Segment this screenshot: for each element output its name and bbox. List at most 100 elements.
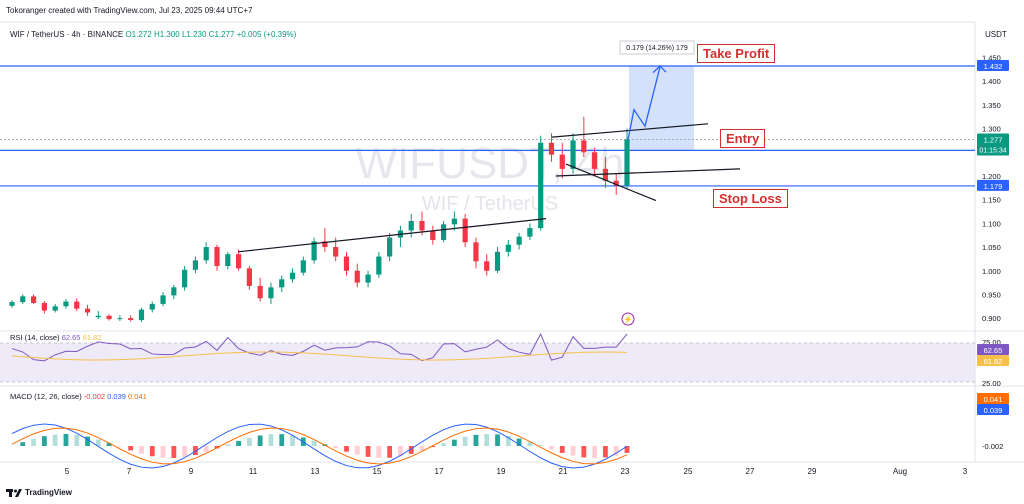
candle-body [451,218,457,225]
candle-body [311,241,317,261]
y-tick-label: 0.900 [982,314,1001,323]
open-value: O1.272 [125,30,152,39]
macd-signal-value: 0.041 [128,392,147,401]
macd-signal-line [11,427,628,465]
macd-histogram-bar [193,446,198,455]
macd-histogram-bar [52,434,58,446]
y-tick-label: 1.100 [982,219,1001,228]
candle-body [9,302,15,306]
candle-body [494,251,501,271]
candle-body [160,295,166,304]
candle-body [182,269,188,288]
macd-histogram-bar [85,436,90,446]
macd-histogram-bar [592,446,598,458]
candle-body [570,140,576,169]
macd-histogram-bar [419,446,425,451]
candle-body [581,140,587,153]
candle-body [602,168,609,181]
macd-histogram-bar [236,440,241,446]
x-tick-label: 27 [746,467,755,476]
sl-price-tag-bg [977,179,1009,191]
macd-histogram-bar [171,446,177,458]
candle-body [128,318,134,321]
rsi-legend[interactable]: RSI (14, close) 62.65 61.82 [10,333,101,342]
candle-body [41,302,47,311]
macd-histogram-bar [441,443,446,446]
axis-unit: USDT [985,30,1007,39]
candle-body [354,270,360,283]
macd-histogram-bar [257,435,263,446]
macd-histogram-bar [246,437,252,446]
symbol-legend[interactable]: WIF / TetherUS · 4h · BINANCE O1.272 H1.… [10,30,296,39]
y-tick-label: 1.150 [982,196,1001,205]
x-tick-label: 21 [559,467,568,476]
x-tick-label: 23 [621,467,630,476]
macd-histogram-bar [268,434,274,446]
y-tick-label: 1.200 [982,172,1001,181]
event-icon [621,312,635,326]
macd-line [11,423,628,469]
rsi-value-tag: 62.65 [984,346,1003,355]
macd-legend[interactable]: MACD (12, 26, close) -0.002 0.039 0.041 [10,392,147,401]
rsi-ma-tag: 61.82 [984,357,1003,366]
macd-histogram-bar [365,446,371,457]
x-tick-label: 5 [65,467,70,476]
candle-body [203,247,209,261]
x-tick-label: 13 [311,467,320,476]
measure-box [629,66,694,151]
macd-histogram-bar [225,444,231,446]
candle-body [192,260,199,270]
chart-credit: Tokoranger created with TradingView.com,… [6,6,253,15]
rsi-value-tag-bg [977,344,1009,355]
candle-body [613,180,619,186]
candle-body [548,142,555,155]
high-value: H1.300 [153,30,180,39]
macd-signal-tag: 0.041 [984,395,1003,404]
macd-histogram-bar [376,446,382,458]
x-tick-label: 3 [963,467,968,476]
candle-body [149,303,155,310]
rsi-label: RSI (14, close) [10,333,60,342]
footer-brand[interactable]: TradingView [6,488,72,497]
macd-histogram-bar [516,438,522,446]
low-value: L1.230 [181,30,207,39]
sl-price-tag: 1.179 [984,182,1003,191]
macd-histogram-bar [613,446,619,456]
candle-body [84,308,91,313]
candle-body [505,244,511,252]
x-tick-label: Aug [893,467,907,476]
macd-histogram-bar [505,435,511,446]
candle-body [473,242,479,262]
macd-histogram-bar [495,434,500,446]
candle-body [246,268,252,286]
candle-body [279,279,285,288]
macd-hist-tag: -0.002 [982,442,1003,451]
candle-body [538,142,544,229]
macd-histogram-bar [581,446,587,458]
candle-body [527,228,533,237]
tradingview-logo-icon [6,488,22,497]
projection-arrowhead [652,65,667,74]
macd-signal-tag-bg [977,393,1009,404]
candle-body [300,260,306,273]
macd-histogram-bar [451,439,457,446]
candle-body [343,256,350,271]
macd-histogram-bar [41,436,47,446]
rsi-band [0,343,975,382]
macd-line-value: 0.039 [107,392,126,401]
x-tick-label: 15 [373,467,382,476]
channel-trendline [565,163,657,202]
tp-price-tag-bg [977,60,1009,72]
y-tick-label: 1.350 [982,101,1001,110]
candle-body [333,247,339,257]
entry-label: Entry [720,129,766,148]
macd-histogram-bar [74,434,80,446]
macd-histogram-bar [408,446,414,454]
macd-histogram-bar [570,446,576,456]
macd-histogram-bar [117,446,123,447]
current-price-tag-bg [977,133,1009,156]
macd-histogram-bar [279,434,285,446]
change-value: +0.005 (+0.39%) [236,30,297,39]
candle-body [322,241,328,248]
